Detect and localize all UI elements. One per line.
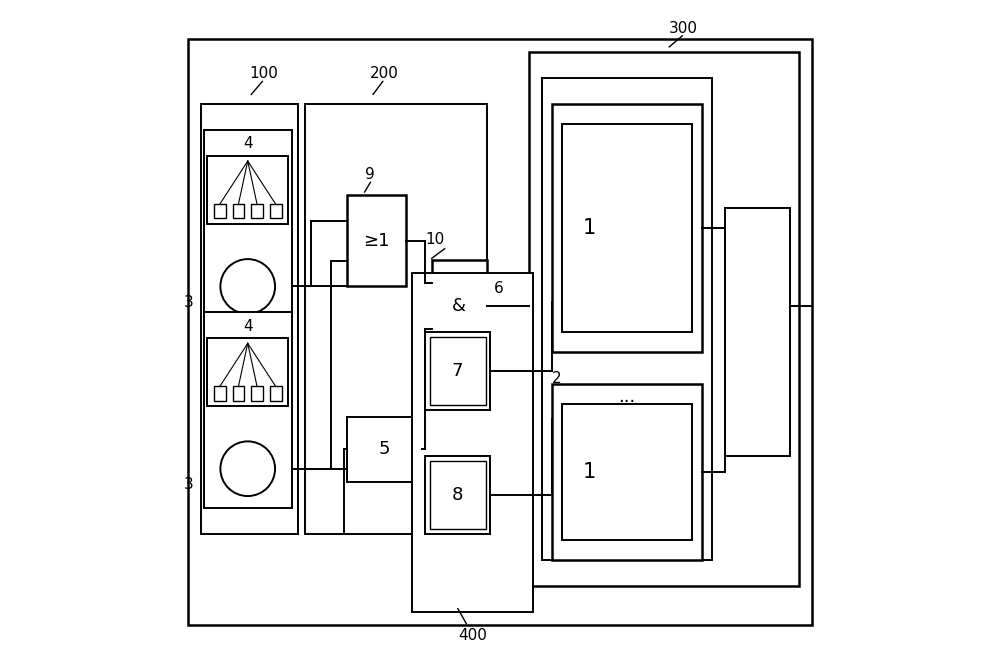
Bar [204, 312, 292, 508]
Bar [529, 52, 799, 586]
Bar [305, 104, 487, 534]
Bar [270, 387, 282, 401]
Bar [552, 104, 702, 352]
Bar [233, 387, 244, 401]
Bar [430, 461, 486, 529]
Text: 1: 1 [583, 462, 596, 482]
Bar [214, 204, 226, 219]
Text: &: & [452, 297, 466, 315]
Text: 5: 5 [379, 440, 390, 458]
Text: 8: 8 [452, 486, 463, 504]
Text: 9: 9 [365, 167, 374, 182]
Bar [430, 337, 486, 405]
Bar [552, 384, 702, 560]
Text: 300: 300 [669, 21, 698, 36]
Text: 100: 100 [249, 66, 278, 81]
Text: 4: 4 [243, 136, 253, 152]
Text: 6: 6 [493, 281, 503, 296]
Bar [251, 204, 263, 219]
Bar [204, 130, 292, 326]
Text: 2: 2 [552, 371, 562, 386]
Bar [412, 273, 533, 612]
Bar [233, 204, 244, 219]
Bar [425, 332, 490, 410]
Bar [207, 338, 288, 406]
Text: 200: 200 [370, 66, 399, 81]
Text: 4: 4 [243, 318, 253, 334]
Text: ...: ... [618, 388, 636, 406]
Bar [562, 124, 692, 332]
Bar [270, 204, 282, 219]
Text: 400: 400 [458, 628, 487, 643]
Bar [432, 260, 487, 352]
Bar [214, 387, 226, 401]
Text: ≥1: ≥1 [363, 232, 390, 250]
Bar [725, 208, 790, 456]
Bar [207, 156, 288, 224]
Bar [201, 104, 298, 534]
Text: 3: 3 [184, 477, 194, 492]
Bar [542, 78, 712, 560]
Bar [425, 456, 490, 534]
Text: 10: 10 [425, 232, 444, 247]
Bar [347, 417, 422, 482]
Text: 3: 3 [184, 294, 194, 310]
Text: 7: 7 [452, 362, 463, 380]
Bar [347, 195, 406, 286]
Bar [251, 387, 263, 401]
Bar [562, 404, 692, 540]
Text: 1: 1 [583, 218, 596, 238]
